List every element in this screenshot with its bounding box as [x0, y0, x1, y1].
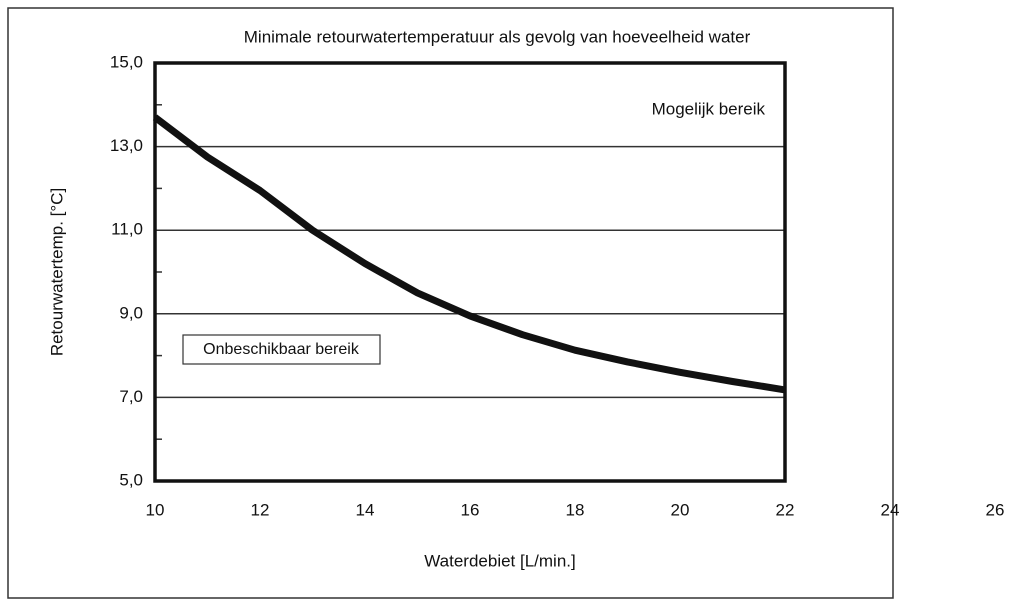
- y-tick-label: 9,0: [119, 303, 143, 322]
- x-tick-label: 26: [986, 500, 1005, 519]
- x-tick-label: 10: [146, 500, 165, 519]
- y-axis-label: Retourwatertemp. [°C]: [47, 188, 66, 356]
- x-tick-label: 24: [881, 500, 900, 519]
- y-tick-label: 13,0: [110, 136, 143, 155]
- y-tick-label: 15,0: [110, 52, 143, 71]
- y-tick-label: 11,0: [111, 220, 143, 239]
- x-tick-label: 20: [671, 500, 690, 519]
- x-tick-label: 14: [356, 500, 375, 519]
- curve: [152, 114, 786, 394]
- x-tick-label: 18: [566, 500, 585, 519]
- y-tick-label: 7,0: [119, 387, 143, 406]
- plot-frame: [153, 61, 787, 483]
- annotation: Onbeschikbaar bereik: [203, 341, 360, 358]
- outer-frame: [7, 7, 894, 599]
- x-tick-label: 16: [461, 500, 480, 519]
- x-tick-label: 12: [251, 500, 270, 519]
- annotation: Mogelijk bereik: [652, 99, 766, 118]
- x-tick-label: 22: [776, 500, 795, 519]
- x-axis-label: Waterdebiet [L/min.]: [424, 551, 576, 570]
- chart-title: Minimale retourwatertemperatuur als gevo…: [244, 27, 751, 46]
- y-tick-label: 5,0: [119, 470, 143, 489]
- annotation-box: [182, 334, 381, 365]
